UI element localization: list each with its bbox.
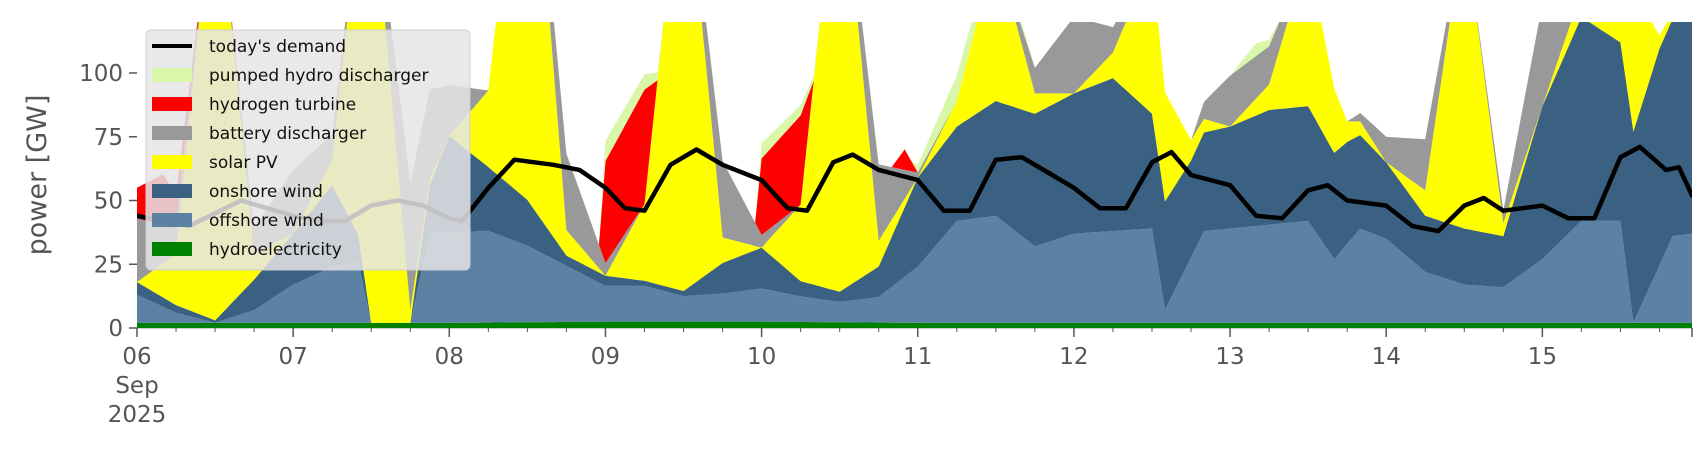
x-tick-label: 11 bbox=[903, 344, 932, 370]
legend-label: pumped hydro discharger bbox=[209, 66, 428, 86]
legend-label: solar PV bbox=[209, 153, 278, 173]
legend-label: hydroelectricity bbox=[209, 240, 342, 260]
x-tick-label: 06 Sep 2025 bbox=[108, 344, 167, 428]
axes: 0 25 50 75 100 06 Sep 2025 07 08 09 10 11 12 13 14 15 bbox=[79, 61, 1693, 428]
x-tick-label: 07 bbox=[279, 344, 308, 370]
legend-item: hydrogen turbine bbox=[152, 95, 356, 115]
legend-item: solar PV bbox=[152, 153, 278, 173]
legend-item: hydroelectricity bbox=[152, 240, 342, 260]
legend-label: hydrogen turbine bbox=[209, 95, 356, 115]
legend-item: offshore wind bbox=[152, 211, 324, 231]
y-tick-label: 50 bbox=[94, 189, 123, 215]
legend-swatch bbox=[152, 97, 192, 111]
y-tick-label: 100 bbox=[79, 61, 123, 87]
legend-box bbox=[145, 29, 471, 271]
y-tick-label: 75 bbox=[94, 125, 123, 151]
x-tick-label: 15 bbox=[1528, 344, 1557, 370]
legend-label: today's demand bbox=[209, 37, 346, 57]
legend-item: pumped hydro discharger bbox=[152, 66, 428, 86]
legend-swatch bbox=[152, 155, 192, 169]
legend-swatch bbox=[152, 184, 192, 198]
area-offshore-wind bbox=[137, 215, 1692, 323]
x-tick-label: 12 bbox=[1059, 344, 1088, 370]
x-tick-label: 14 bbox=[1372, 344, 1401, 370]
legend-item: onshore wind bbox=[152, 182, 323, 202]
legend-item: today's demand bbox=[152, 37, 346, 57]
legend-item: battery discharger bbox=[152, 124, 366, 144]
area-hydroelectricity bbox=[137, 321, 1692, 328]
y-tick-label: 0 bbox=[108, 316, 123, 342]
legend-swatch bbox=[152, 68, 192, 82]
area-solar-pv bbox=[137, 22, 1672, 323]
x-tick-label: 08 bbox=[435, 344, 464, 370]
y-tick-label: 25 bbox=[94, 252, 123, 278]
x-tick-label: 13 bbox=[1215, 344, 1244, 370]
legend-label: onshore wind bbox=[209, 182, 323, 202]
legend-swatch bbox=[152, 126, 192, 140]
legend: today's demand pumped hydro discharger hyd… bbox=[145, 29, 471, 271]
legend-swatch bbox=[152, 242, 192, 256]
legend-label: battery discharger bbox=[209, 124, 366, 144]
x-tick-label: 09 bbox=[591, 344, 620, 370]
legend-swatch bbox=[152, 213, 192, 227]
x-tick-label: 10 bbox=[747, 344, 776, 370]
legend-label: offshore wind bbox=[209, 211, 324, 231]
y-axis-label: power [GW] bbox=[22, 95, 53, 256]
